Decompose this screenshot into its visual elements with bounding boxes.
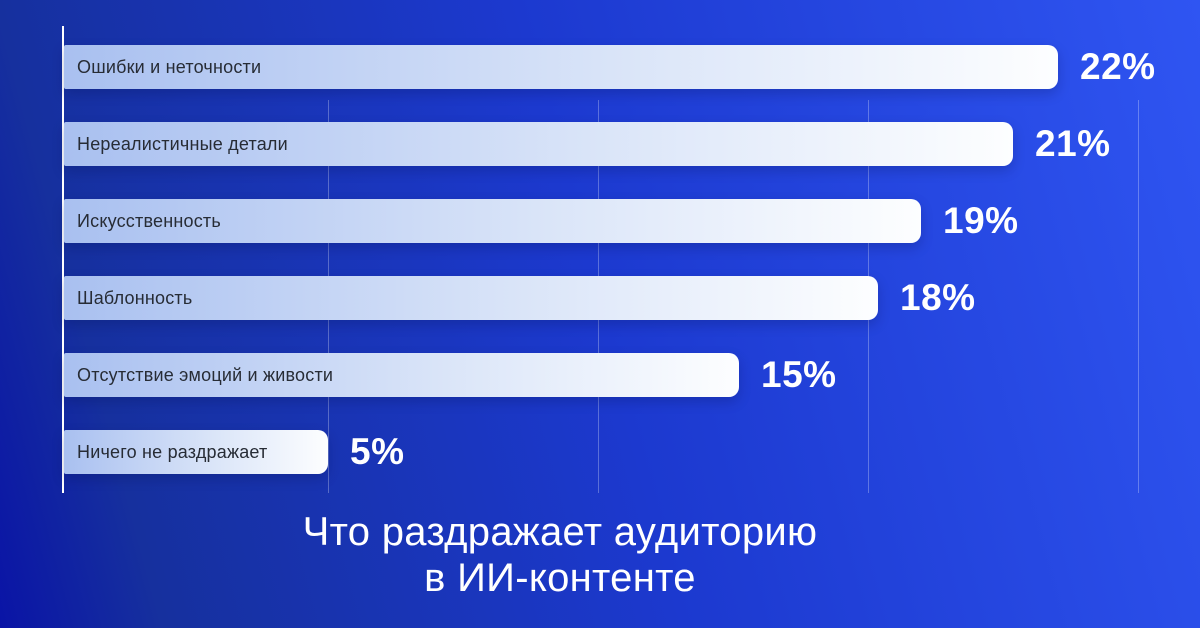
bar-4: Шаблонность — [64, 276, 878, 320]
bar-category-label: Шаблонность — [77, 287, 193, 308]
bar-value-label: 15% — [761, 354, 837, 395]
bar-row-5: Отсутствие эмоций и живости 15% — [64, 353, 1200, 397]
y-axis-line — [62, 26, 64, 493]
bar-3: Искусственность — [64, 199, 921, 243]
bar-value-label: 18% — [900, 277, 976, 318]
bar-2: Нереалистичные детали — [64, 122, 1013, 166]
bar-category-label: Отсутствие эмоций и живости — [77, 364, 334, 385]
bar-5: Отсутствие эмоций и живости — [64, 353, 739, 397]
chart-title: Что раздражает аудиторию в ИИ-контенте — [62, 509, 1058, 601]
bar-value-label: 5% — [350, 431, 405, 472]
bar-row-1: Ошибки и неточности 22% — [64, 45, 1200, 89]
bar-value-label: 21% — [1035, 123, 1111, 164]
chart-title-line-2: в ИИ-контенте — [424, 556, 696, 600]
bar-category-label: Ошибки и неточности — [77, 56, 262, 77]
bar-row-3: Искусственность 19% — [64, 199, 1200, 243]
bar-row-4: Шаблонность 18% — [64, 276, 1200, 320]
bar-chart-area: Ошибки и неточности 22% Нереалистичные дет… — [64, 45, 1200, 507]
bar-row-6: Ничего не раздражает 5% — [64, 430, 1200, 474]
vertical-gridline-4 — [1138, 100, 1139, 493]
chart-title-line-1: Что раздражает аудиторию — [302, 510, 818, 554]
bar-value-label: 19% — [943, 200, 1019, 241]
bar-row-2: Нереалистичные детали 21% — [64, 122, 1200, 166]
bar-1: Ошибки и неточности — [64, 45, 1058, 89]
bar-value-label: 22% — [1080, 46, 1156, 87]
bar-category-label: Нереалистичные детали — [77, 133, 288, 154]
bar-category-label: Искусственность — [77, 210, 221, 231]
bar-6: Ничего не раздражает — [64, 430, 328, 474]
bar-category-label: Ничего не раздражает — [77, 441, 268, 462]
